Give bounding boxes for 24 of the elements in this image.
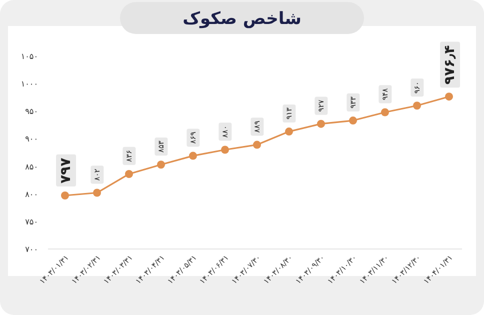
point — [413, 102, 421, 110]
point — [317, 120, 325, 128]
chart-title: شاخص صکوک — [182, 9, 302, 29]
data-label: ۷۹۷ — [58, 157, 74, 184]
y-tick-label: ۱۰۵۰ — [20, 52, 38, 61]
y-tick-label: ۹۵۰ — [25, 107, 38, 116]
point — [253, 140, 261, 149]
y-tick-label: ۷۰۰ — [25, 245, 38, 254]
point — [61, 192, 69, 200]
y-tick-label: ۱۰۰۰ — [20, 80, 38, 89]
y-tick-label: ۸۵۰ — [25, 162, 38, 172]
point — [381, 108, 389, 116]
point — [125, 170, 133, 178]
point — [93, 188, 101, 197]
data-label: ۹۷۶٫۴ — [442, 44, 458, 85]
point — [157, 160, 165, 169]
y-tick-label: ۷۵۰ — [25, 217, 38, 226]
point — [189, 152, 197, 160]
y-tick-label: ۸۰۰ — [25, 190, 38, 199]
point — [221, 146, 229, 154]
point — [285, 128, 293, 136]
point — [445, 92, 453, 101]
y-tick-label: ۹۰۰ — [25, 134, 38, 144]
point — [349, 116, 357, 125]
